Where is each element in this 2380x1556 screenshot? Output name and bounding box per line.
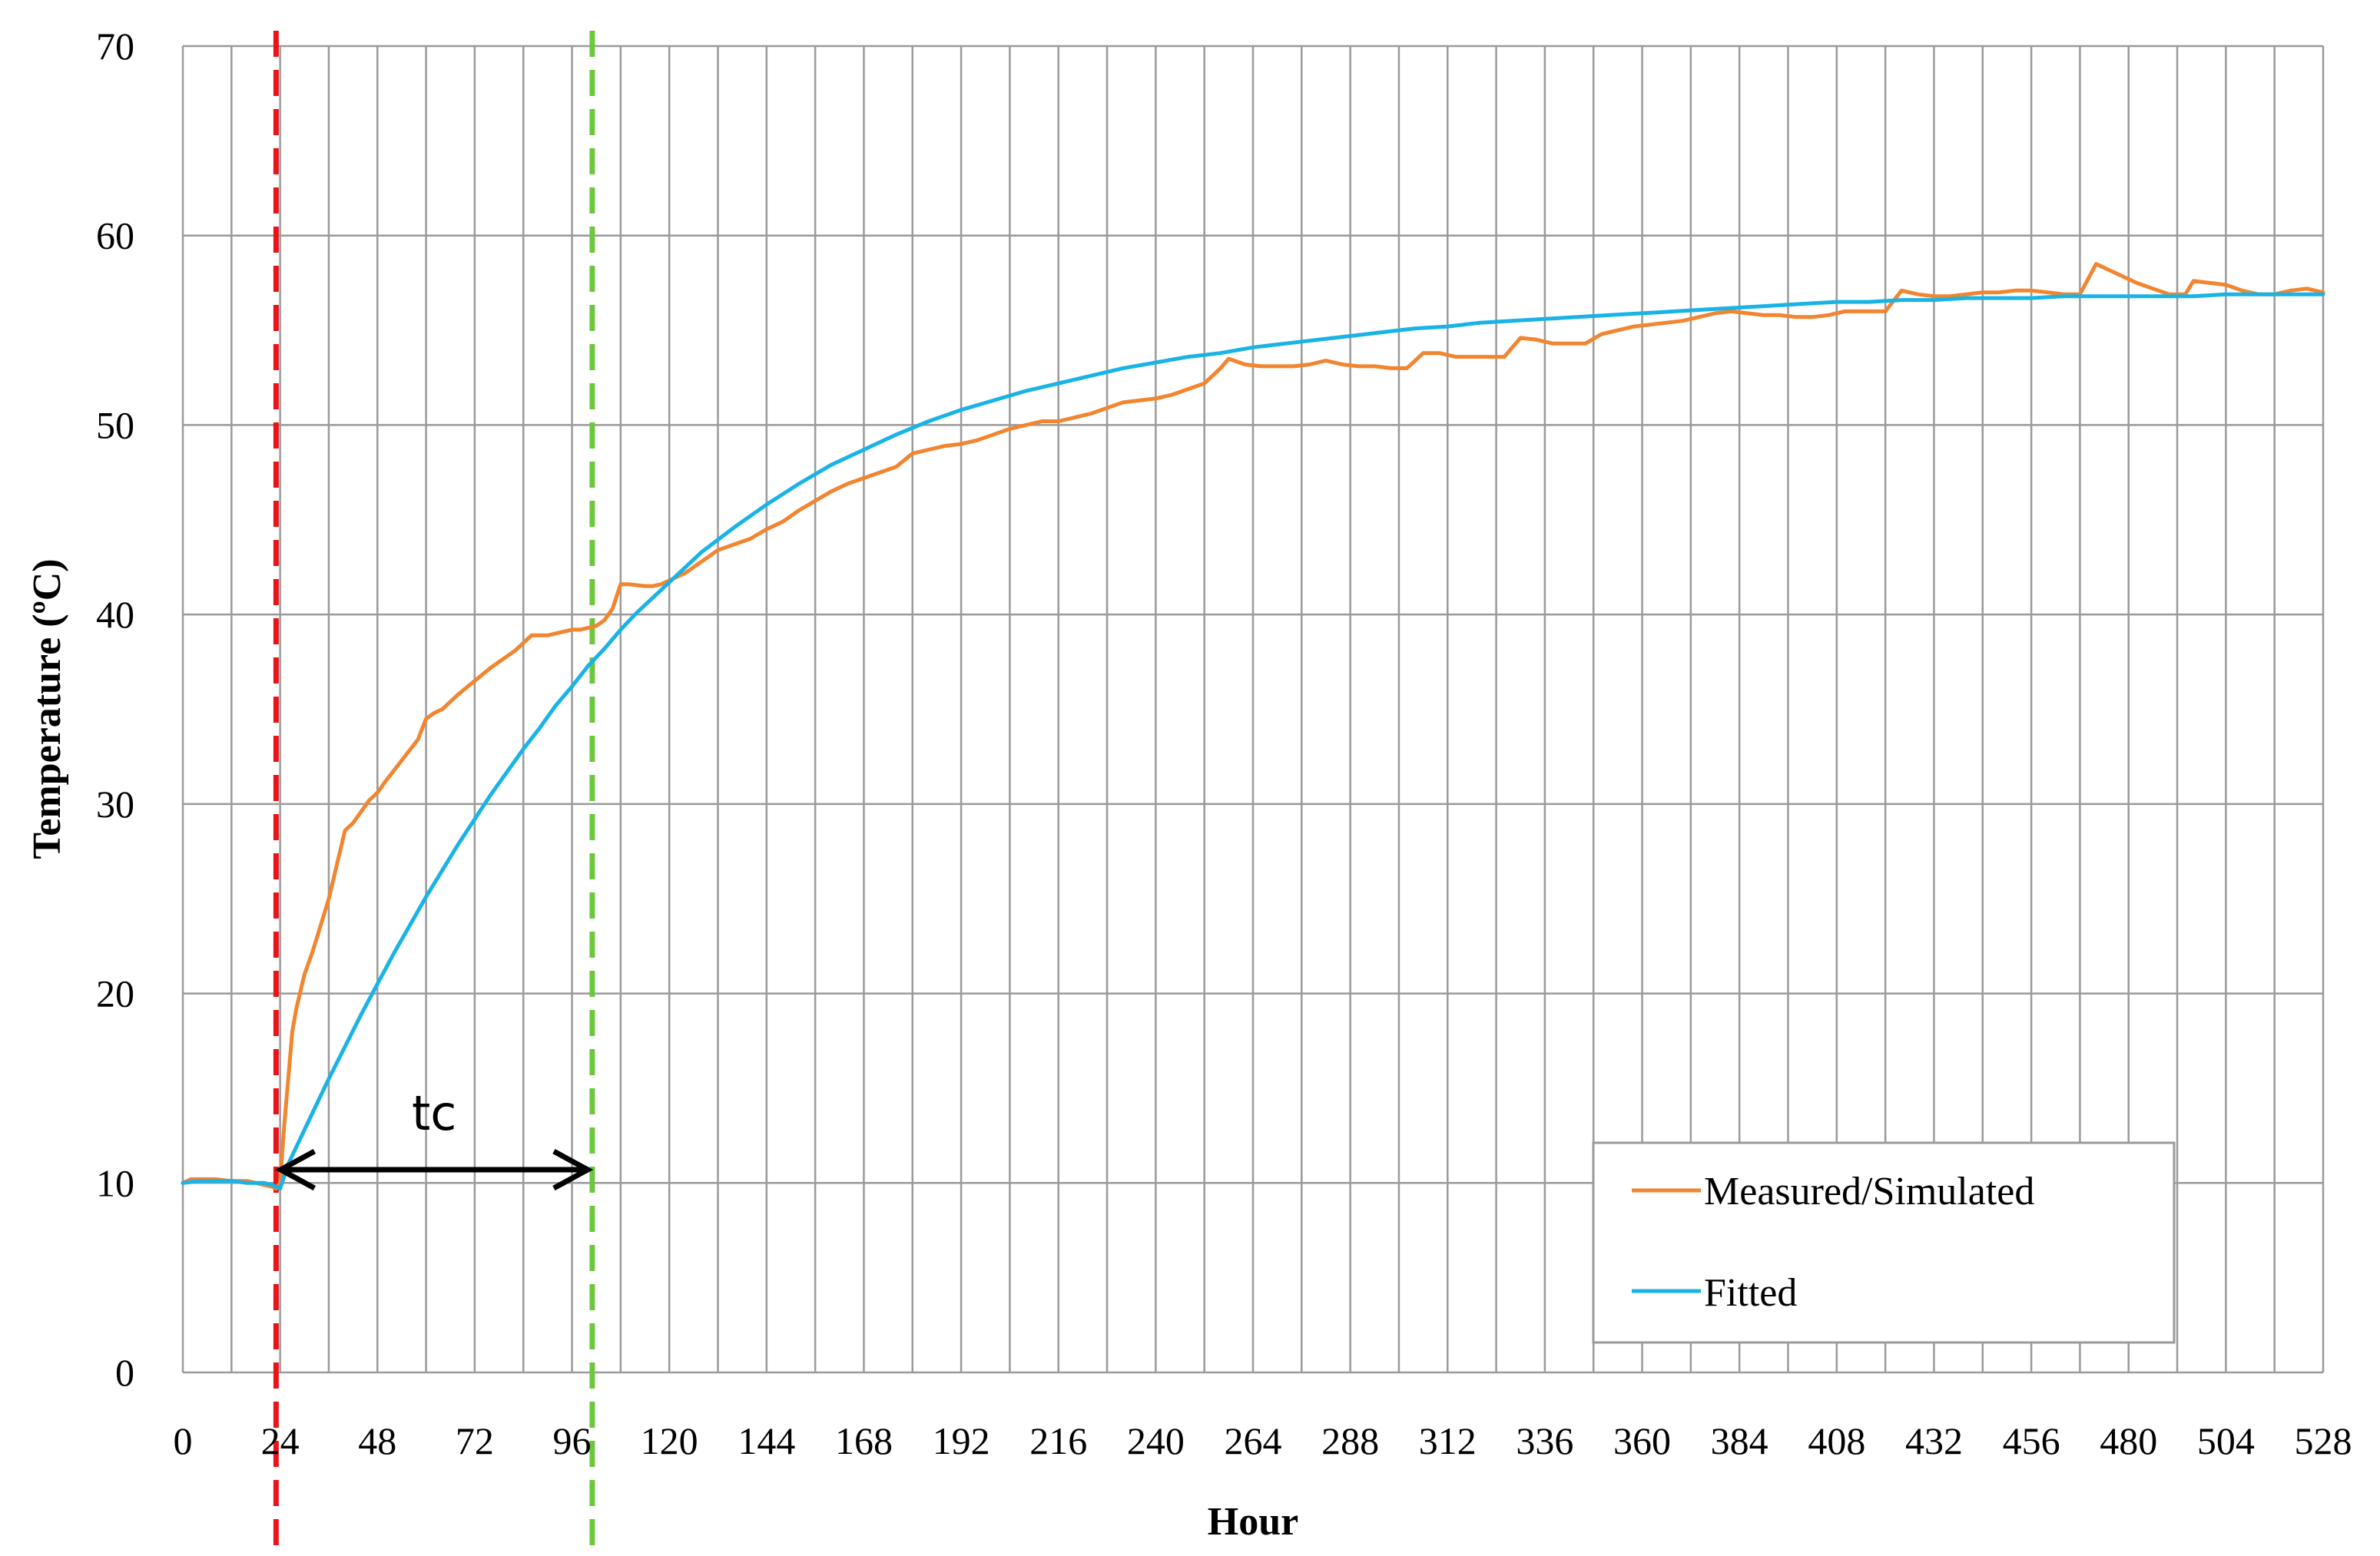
y-axis-title: Temperature (ºC): [25, 558, 69, 859]
x-tick-label: 48: [358, 1419, 396, 1462]
y-tick-label: 0: [115, 1351, 134, 1394]
x-tick-label: 312: [1419, 1419, 1477, 1462]
x-tick-label: 480: [2100, 1419, 2157, 1462]
legend-label-fitted: Fitted: [1704, 1271, 1797, 1315]
tc-label: tc: [412, 1085, 456, 1141]
x-tick-label: 384: [1711, 1419, 1768, 1462]
y-tick-label: 20: [96, 972, 134, 1015]
tc-arrow-head-right: [552, 1148, 594, 1191]
series-line-fitted: [181, 292, 2325, 1191]
tick-labels: 0 24 48 72 96 120 144 168 192 216 240 264 288 312 336 3…: [96, 25, 2352, 1462]
data-series: [181, 262, 2325, 1191]
x-tick-label: 192: [933, 1419, 990, 1462]
y-tick-label: 60: [96, 214, 134, 257]
x-tick-label: 96: [553, 1419, 592, 1462]
reference-lines: [273, 31, 595, 1552]
legend-label-measured: Measured/Simulated: [1704, 1170, 2034, 1213]
y-tick-label: 30: [96, 783, 134, 826]
x-tick-label: 144: [738, 1419, 795, 1462]
x-tick-label: 264: [1225, 1419, 1282, 1462]
y-tick-label: 70: [96, 25, 134, 68]
x-tick-label: 72: [456, 1419, 494, 1462]
y-tick-label: 50: [96, 403, 134, 446]
x-tick-label: 456: [2003, 1419, 2060, 1462]
x-tick-label: 504: [2197, 1419, 2255, 1462]
x-tick-label: 240: [1127, 1419, 1185, 1462]
tc-arrow-head-left: [275, 1148, 317, 1191]
x-tick-label: 432: [1905, 1419, 1963, 1462]
y-tick-label: 10: [96, 1161, 134, 1204]
x-tick-label: 528: [2295, 1419, 2352, 1462]
tc-annotation: tc: [275, 1085, 594, 1191]
series-line-measured: [181, 262, 2325, 1191]
x-tick-label: 360: [1613, 1419, 1671, 1462]
x-tick-label: 408: [1808, 1419, 1865, 1462]
x-tick-label: 288: [1321, 1419, 1379, 1462]
y-tick-label: 40: [96, 593, 134, 636]
x-tick-label: 336: [1516, 1419, 1573, 1462]
x-tick-label: 0: [174, 1419, 193, 1462]
x-tick-label: 120: [641, 1419, 698, 1462]
x-tick-label: 216: [1029, 1419, 1087, 1462]
x-tick-label: 24: [261, 1419, 300, 1462]
legend-box: [1592, 1141, 2176, 1344]
legend: Measured/Simulated Fitted: [1592, 1141, 2176, 1344]
x-axis-title: Hour: [1208, 1500, 1298, 1544]
x-tick-label: 168: [835, 1419, 893, 1462]
